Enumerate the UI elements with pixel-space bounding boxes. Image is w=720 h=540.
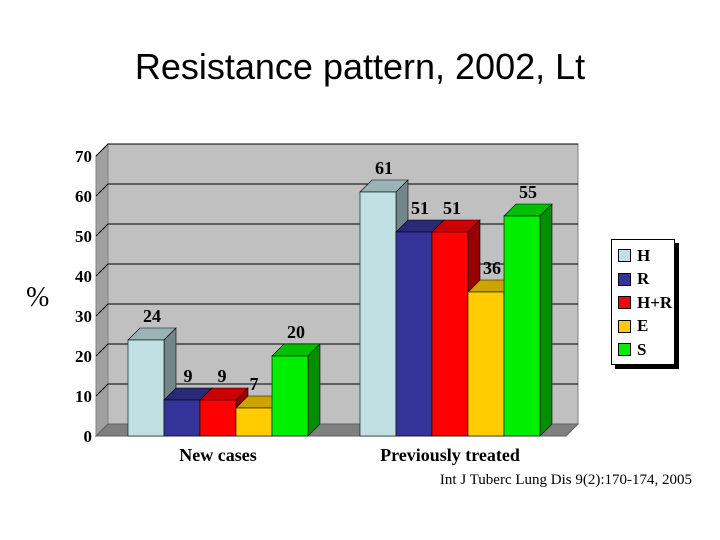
- x-tick-label: New cases: [179, 445, 256, 465]
- bar-hplusr-new: [199, 399, 237, 437]
- data-label: 9: [218, 366, 227, 386]
- bar-e-previous: [467, 291, 505, 437]
- data-label: 20: [287, 322, 305, 342]
- data-label: 24: [143, 306, 161, 326]
- legend-label: H: [637, 245, 651, 265]
- data-label: 55: [519, 182, 537, 202]
- legend-item: H+R: [618, 291, 674, 315]
- data-labels: 24 9 9 7 20 61 51 51 36 55: [143, 158, 537, 394]
- bar-s-new: [271, 355, 309, 437]
- gridline: [95, 183, 578, 197]
- plot-side-wall: [95, 142, 109, 438]
- y-tick-label: 30: [75, 307, 92, 326]
- y-tick-label: 40: [75, 267, 92, 286]
- bar-hplusr-previous: [431, 231, 469, 437]
- gridline: [95, 143, 578, 157]
- y-tick-label: 50: [75, 227, 92, 246]
- bars: [127, 179, 553, 437]
- legend-swatch: [618, 319, 631, 333]
- legend-label: S: [637, 339, 647, 359]
- bar-s-previous: [503, 215, 541, 437]
- y-tick-label: 60: [75, 187, 92, 206]
- bar-h-new: [127, 339, 165, 437]
- data-label: 9: [184, 366, 193, 386]
- x-tick-labels: New cases Previously treated: [179, 445, 520, 465]
- y-axis-label: %: [26, 282, 50, 313]
- legend-swatch: [618, 249, 631, 263]
- y-tick-label: 10: [75, 387, 92, 406]
- legend-swatch: [618, 343, 631, 357]
- data-label: 51: [411, 198, 429, 218]
- legend-item: R: [618, 268, 674, 292]
- data-label: 7: [250, 374, 259, 394]
- legend-item: H: [618, 244, 674, 268]
- legend-item: S: [618, 338, 674, 362]
- legend-swatch: [618, 296, 631, 310]
- chart-legend: H R H+R E S: [611, 239, 675, 365]
- x-tick-label: Previously treated: [380, 445, 520, 465]
- data-label: 61: [375, 158, 393, 178]
- bar-h-previous: [359, 191, 397, 437]
- legend-swatch: [618, 272, 631, 286]
- bar-side: [307, 343, 321, 437]
- legend-label: R: [637, 269, 650, 289]
- y-tick-label: 20: [75, 347, 92, 366]
- y-tick-labels: 0 10 20 30 40 50 60 70: [75, 147, 92, 446]
- bar-e-new: [235, 407, 273, 437]
- bar-r-previous: [395, 231, 433, 437]
- y-tick-label: 70: [75, 147, 92, 166]
- legend-label: H+R: [637, 292, 673, 312]
- bar-side: [539, 203, 553, 437]
- y-tick-label: 0: [84, 427, 93, 446]
- bar-r-new: [163, 399, 201, 437]
- data-label: 51: [443, 198, 461, 218]
- legend-label: E: [637, 316, 649, 336]
- legend-item: E: [618, 315, 674, 339]
- citation: Int J Tuberc Lung Dis 9(2):170-174, 2005: [439, 472, 692, 488]
- data-label: 36: [483, 258, 501, 278]
- slide-title: Resistance pattern, 2002, Lt: [134, 46, 586, 87]
